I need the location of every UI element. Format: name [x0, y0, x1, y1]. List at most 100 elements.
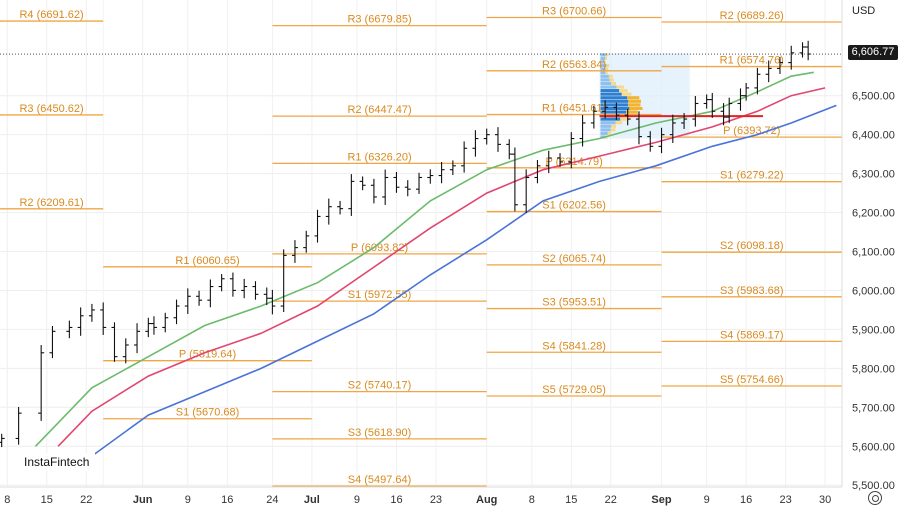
y-tick-label: 6,200.00 [852, 208, 895, 220]
x-tick-label: 9 [185, 494, 191, 506]
y-tick-label: 5,700.00 [852, 402, 895, 414]
y-tick-label: 6,000.00 [852, 285, 895, 297]
x-tick-label: 30 [819, 494, 831, 506]
pivot-label: S2 (6065.74) [542, 253, 606, 265]
volume-bar-sell [611, 81, 617, 85]
volume-bar [600, 67, 606, 71]
volume-bar-sell [628, 99, 641, 103]
volume-bar-sell [604, 56, 608, 60]
y-tick-label: 6,300.00 [852, 169, 895, 181]
volume-bar-sell [611, 124, 617, 128]
volume-bar-sell [629, 106, 643, 110]
volume-bar-sell [620, 117, 630, 121]
x-tick-label: 15 [565, 494, 577, 506]
pivot-label: R3 (6700.66) [542, 6, 606, 18]
x-axis: 8 15 22 Jun 9 16 24 Jul 9 16 23 Aug 8 15 22 Sep 9 16 23 30 [0, 486, 842, 506]
volume-bar-sell [608, 74, 613, 78]
volume-bar [600, 96, 628, 100]
pivot-label: R3 (6450.62) [19, 103, 83, 115]
pivot-label: P (5819.64) [179, 349, 236, 361]
pivot-label: S5 (5729.05) [542, 384, 606, 396]
volume-bar-sell [627, 96, 640, 100]
volume-bar [600, 53, 607, 57]
volume-bar-sell [604, 60, 606, 64]
volume-bar [600, 71, 606, 75]
volume-bar-sell [619, 89, 628, 93]
volume-bar [600, 121, 616, 125]
pivot-label: S5 (5754.66) [720, 374, 784, 386]
volume-bar-sell [607, 131, 612, 135]
volume-bar-sell [616, 85, 624, 89]
pivot-label: S3 (5953.51) [542, 297, 606, 309]
y-tick-label: 6,500.00 [852, 91, 895, 103]
current-price-tag: 6,606.77 [848, 45, 898, 60]
volume-bar-sell [626, 110, 638, 114]
volume-bar [600, 99, 629, 103]
pivot-label: S1 (5670.68) [176, 407, 240, 419]
volume-bar-sell [615, 121, 623, 125]
volume-bar [600, 74, 609, 78]
y-tick-label: 5,600.00 [852, 441, 895, 453]
volume-bar [600, 106, 630, 110]
volume-bar-sell [605, 67, 609, 71]
volume-bar-sell [605, 71, 608, 75]
volume-bar [600, 110, 627, 114]
ema_green [34, 71, 814, 447]
pivot-label: S2 (5740.17) [348, 380, 412, 392]
volume-bar [600, 103, 628, 107]
pivot-label: S3 (5618.90) [348, 427, 412, 439]
volume-bar [600, 56, 605, 60]
x-tick-label: 9 [704, 494, 710, 506]
pivot-label: R4 (6691.62) [19, 9, 83, 21]
x-tick-label: 16 [740, 494, 752, 506]
volume-bar [600, 60, 605, 64]
x-tick-label: 16 [221, 494, 233, 506]
y-tick-label: 5,500.00 [852, 480, 895, 492]
y-tick-label: 5,900.00 [852, 324, 895, 336]
pivot-label: R2 (6209.61) [19, 197, 83, 209]
pivot-label: R1 (6451.61) [542, 103, 606, 115]
volume-bar-sell [610, 128, 616, 132]
volume-bar [600, 85, 617, 89]
pivot-label: S1 (6279.22) [720, 170, 784, 182]
y-tick-label: 5,800.00 [852, 363, 895, 375]
x-tick-label: Jul [304, 494, 320, 506]
volume-bar [600, 117, 621, 121]
x-tick-label: 8 [529, 494, 535, 506]
volume-profile-bars [600, 53, 643, 139]
pivot-label: S2 (6098.18) [720, 240, 784, 252]
volume-bar [600, 92, 622, 96]
volume-bar [600, 128, 611, 132]
pivot-levels: R4 (6691.62) R3 (6450.62) R2 (6209.61) R1 (… [0, 6, 842, 487]
volume-bar-sell [627, 103, 641, 107]
volume-bar-sell [606, 64, 610, 68]
ema_blue [91, 104, 837, 457]
volume-bar [600, 89, 620, 93]
pivot-label: R3 (6679.85) [347, 14, 411, 26]
pivot-label: R2 (6447.47) [347, 104, 411, 116]
volume-bar-sell [621, 92, 632, 96]
pivot-label: R2 (6563.84) [542, 59, 606, 71]
pivot-label: S1 (6202.56) [542, 200, 606, 212]
x-tick-label: 23 [430, 494, 442, 506]
settings-gear-icon[interactable] [868, 491, 882, 505]
x-tick-label: 16 [390, 494, 402, 506]
pivot-label: R2 (6689.26) [720, 10, 784, 22]
pivot-label: R1 (6326.20) [347, 151, 411, 163]
pivot-label: P (6393.72) [723, 125, 780, 137]
x-tick-label: 9 [354, 494, 360, 506]
pivot-label: S4 (5497.64) [348, 474, 412, 486]
pivot-label: S4 (5841.28) [542, 340, 606, 352]
x-tick-label: Jun [133, 494, 153, 506]
volume-bar [600, 131, 608, 135]
volume-bar-sell [609, 78, 614, 82]
pivot-label: S3 (5983.68) [720, 285, 784, 297]
pivot-label: P (6093.82) [351, 242, 408, 254]
ema_red [57, 87, 826, 447]
y-tick-label: 6,400.00 [852, 130, 895, 142]
watermark-logo: InstaFintech [18, 453, 96, 471]
pivot-label: R1 (6574.76) [720, 55, 784, 67]
pivot-label: S4 (5869.17) [720, 329, 784, 341]
